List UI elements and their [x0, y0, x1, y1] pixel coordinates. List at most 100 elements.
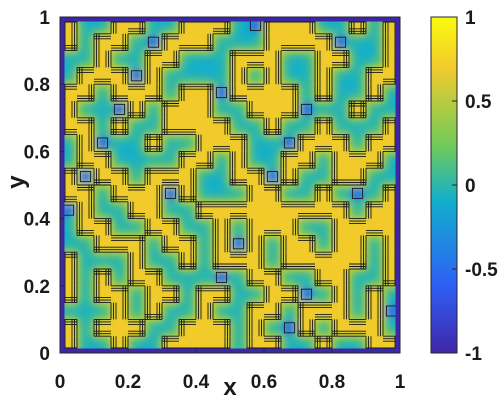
field-cell-high [281, 252, 299, 270]
field-cell-high [145, 168, 163, 186]
field-cell-high [315, 185, 333, 203]
colorbar-tick-label: 0 [465, 176, 476, 197]
contour-loop [266, 171, 279, 183]
field-cell-high [349, 151, 367, 169]
field-cell-high [162, 33, 180, 52]
y-tick-label: 0.2 [24, 277, 50, 298]
colorbar-tick-label: 0.5 [465, 92, 492, 113]
field-cell-high [213, 117, 231, 136]
field-cell-high [179, 117, 197, 136]
field-cell-high [145, 269, 163, 287]
field-cell-high [315, 269, 333, 287]
field-cell-high [281, 201, 299, 220]
x-axis-label: x [223, 374, 237, 401]
field-cell-high [281, 285, 299, 304]
contour-loop [79, 171, 92, 183]
field-cell-high [94, 319, 112, 337]
field-cell-low [233, 238, 244, 249]
field-cell-high [77, 67, 95, 85]
field-cell-high [196, 117, 214, 136]
field-cell-high [213, 218, 231, 236]
field-cell-high [247, 319, 265, 337]
field-cell-high [247, 101, 265, 119]
field-cell-high [111, 235, 129, 253]
contour-loop [130, 70, 143, 82]
contour-loop [232, 238, 245, 250]
field-cell-high [315, 33, 333, 52]
field-cell-high [281, 168, 299, 186]
y-axis-label: y [3, 175, 30, 189]
field-cell-high [264, 117, 282, 136]
field-cell-high [230, 168, 248, 186]
field-cell-high [213, 319, 231, 337]
field-cell-high [264, 101, 282, 119]
field-cell-high [315, 201, 333, 220]
field-cell-high [366, 151, 384, 169]
field-cell-high [196, 84, 214, 102]
field-cell-low [301, 104, 312, 115]
field-cell-high [111, 168, 129, 186]
field-cell-low [165, 188, 176, 199]
field-cell-high [315, 302, 333, 320]
field-cell-high [213, 134, 231, 152]
field-cell-high [196, 101, 214, 119]
field-cell-high [128, 235, 146, 253]
field-cell-high [332, 269, 350, 287]
field-cell-high [281, 151, 299, 169]
field-cell-high [349, 235, 367, 253]
field-cell-high [128, 319, 146, 337]
field-cell-high [315, 252, 333, 270]
field-cell-high [332, 134, 350, 152]
field-cell-high [332, 302, 350, 320]
contour-loop [96, 137, 109, 149]
colorbar-ticks: -1 -0.5 0 0.5 1 [452, 8, 498, 365]
field-cell-high [162, 218, 180, 236]
field-cell-high [179, 84, 197, 102]
field-cell-high [349, 218, 367, 236]
field-cell-high [298, 235, 316, 253]
field-cell-low [131, 70, 142, 81]
boundary-frame [59, 16, 401, 354]
field-cell-high [111, 117, 129, 136]
field-cell-low [114, 104, 125, 115]
field-cell-high [366, 201, 384, 220]
field-cell-high [94, 218, 112, 236]
field-cell-high [179, 252, 197, 270]
field-cell-high [315, 50, 333, 68]
field-cell-high [77, 185, 95, 203]
field-cell-high [332, 319, 350, 337]
field-cell-high [111, 302, 129, 320]
field-cell-high [315, 67, 333, 85]
field-cell-high [111, 285, 129, 304]
field-cell-high [179, 185, 197, 203]
field-cell-high [196, 302, 214, 320]
contour-loop [283, 322, 296, 334]
field-cell-high [315, 117, 333, 136]
field-cell-high [230, 67, 248, 85]
field-cell-high [281, 218, 299, 236]
field-cell-high [349, 252, 367, 270]
field-cell-high [196, 134, 214, 152]
field-cell-high [264, 84, 282, 102]
field-cell-high [179, 168, 197, 186]
field-cell-high [264, 285, 282, 304]
field-cell-high [281, 33, 299, 52]
field-cell-high [298, 151, 316, 169]
field-cell-high [213, 201, 231, 220]
contour-loop [334, 36, 347, 48]
field-cell-high [247, 269, 265, 287]
field-cell-high [298, 319, 316, 337]
contour-loop [147, 36, 160, 48]
field-cell-high [349, 101, 367, 119]
field-cell-high [298, 33, 316, 52]
field-cell-high [94, 50, 112, 68]
contour-lines [60, 17, 400, 353]
field-cell-high [332, 50, 350, 68]
field-cell-high [366, 319, 384, 337]
x-tick-label: 1 [395, 372, 406, 393]
axes-box [59, 16, 401, 354]
field-cell-high [128, 252, 146, 270]
field-cell-high [332, 201, 350, 220]
field-cell-high [349, 319, 367, 337]
field-cell-high [298, 134, 316, 152]
